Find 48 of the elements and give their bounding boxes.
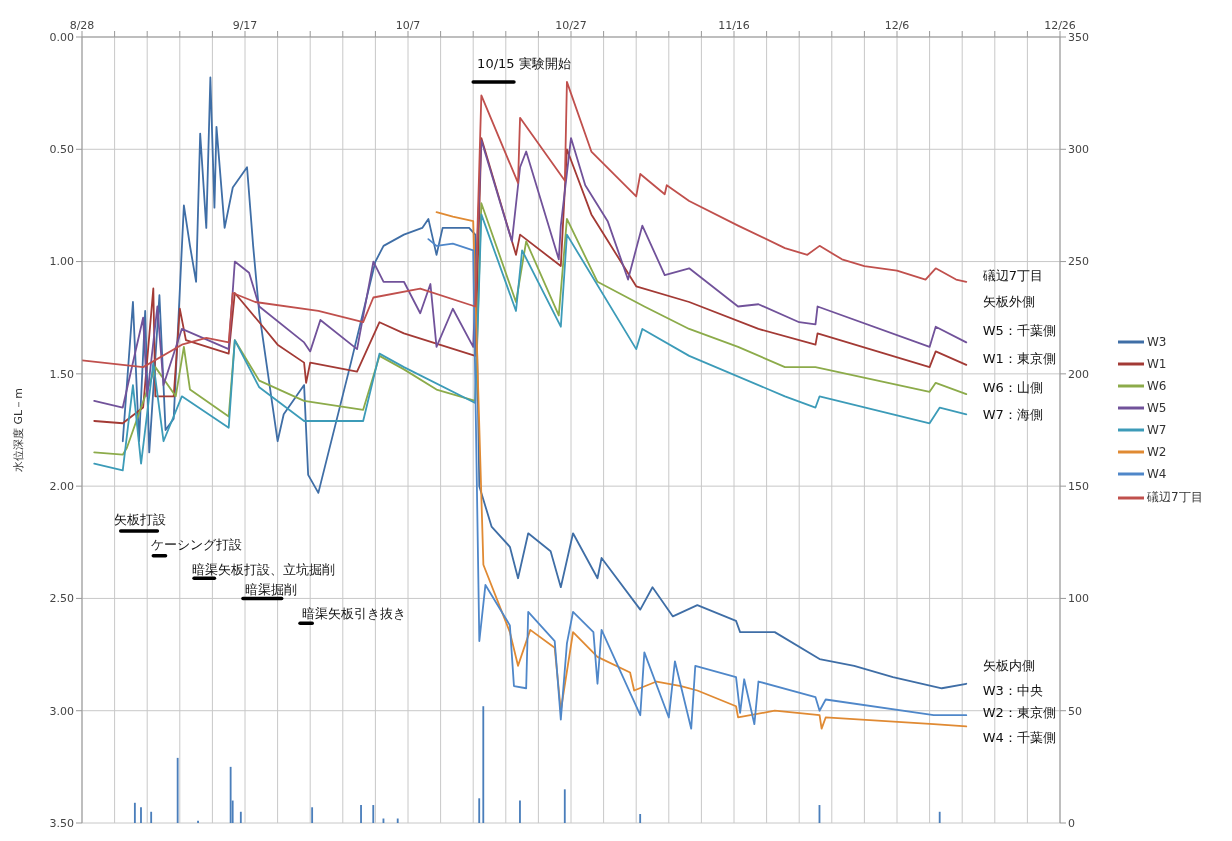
- legend-label: 礒辺7丁目: [1147, 489, 1203, 506]
- y2-tick-label: 50: [1068, 704, 1082, 718]
- annotation: W1：東京側: [982, 350, 1056, 366]
- annotation: 矢板外側: [982, 294, 1035, 310]
- y-tick-label: 3.00: [49, 704, 74, 718]
- y2-tick-label: 250: [1068, 255, 1089, 269]
- x-tick-label: 9/17: [232, 19, 258, 32]
- annotation: 礒辺7丁目: [981, 267, 1044, 283]
- legend-label: W2: [1147, 445, 1167, 459]
- legend-label: W7: [1147, 423, 1167, 437]
- legend-label: W4: [1147, 467, 1167, 481]
- legend-label: W1: [1147, 357, 1167, 371]
- x-tick-label: 10/27: [555, 19, 587, 32]
- annotation: W7：海側: [982, 406, 1043, 422]
- annotation: W4：千葉側: [982, 729, 1056, 745]
- annotation: W5：千葉側: [982, 323, 1056, 339]
- legend-label: W5: [1147, 401, 1167, 415]
- legend-label: W6: [1147, 379, 1167, 393]
- annotation: 暗渠掘削: [245, 582, 298, 598]
- y-tick-label: 1.00: [49, 255, 74, 269]
- x-tick-label: 10/7: [395, 19, 421, 32]
- annotation: W6：山側: [982, 380, 1043, 396]
- annotation: 10/15 実験開始: [477, 56, 571, 72]
- y-tick-label: 2.00: [49, 480, 74, 494]
- annotation: 矢板打設: [114, 512, 167, 528]
- annotation: ケーシング打設: [151, 537, 243, 553]
- y-tick-label: 1.50: [49, 367, 74, 381]
- annotation: 暗渠矢板引き抜き: [302, 606, 407, 622]
- annotation: W3：中央: [982, 682, 1043, 698]
- y2-tick-label: 200: [1068, 367, 1089, 381]
- y2-tick-label: 300: [1068, 143, 1089, 157]
- annotation: 矢板内側: [982, 658, 1035, 674]
- y2-tick-label: 100: [1068, 592, 1089, 606]
- y-tick-label: 0.00: [49, 30, 74, 44]
- y2-tick-label: 0: [1068, 816, 1075, 830]
- annotation: W2：東京側: [982, 705, 1056, 721]
- y-tick-label: 0.50: [49, 143, 74, 157]
- legend-label: W3: [1147, 335, 1167, 349]
- annotation: 暗渠矢板打設、立坑掘削: [192, 561, 336, 577]
- y2-tick-label: 350: [1068, 30, 1089, 44]
- x-tick-label: 8/28: [69, 19, 95, 32]
- y-axis-title: 水位深度 GL－m: [11, 388, 25, 472]
- y-tick-label: 3.50: [49, 816, 74, 830]
- x-tick-label: 12/6: [884, 19, 910, 32]
- y2-tick-label: 150: [1068, 480, 1089, 494]
- x-tick-label: 12/26: [1044, 19, 1076, 32]
- x-tick-label: 11/16: [718, 19, 750, 32]
- y-tick-label: 2.50: [49, 592, 74, 606]
